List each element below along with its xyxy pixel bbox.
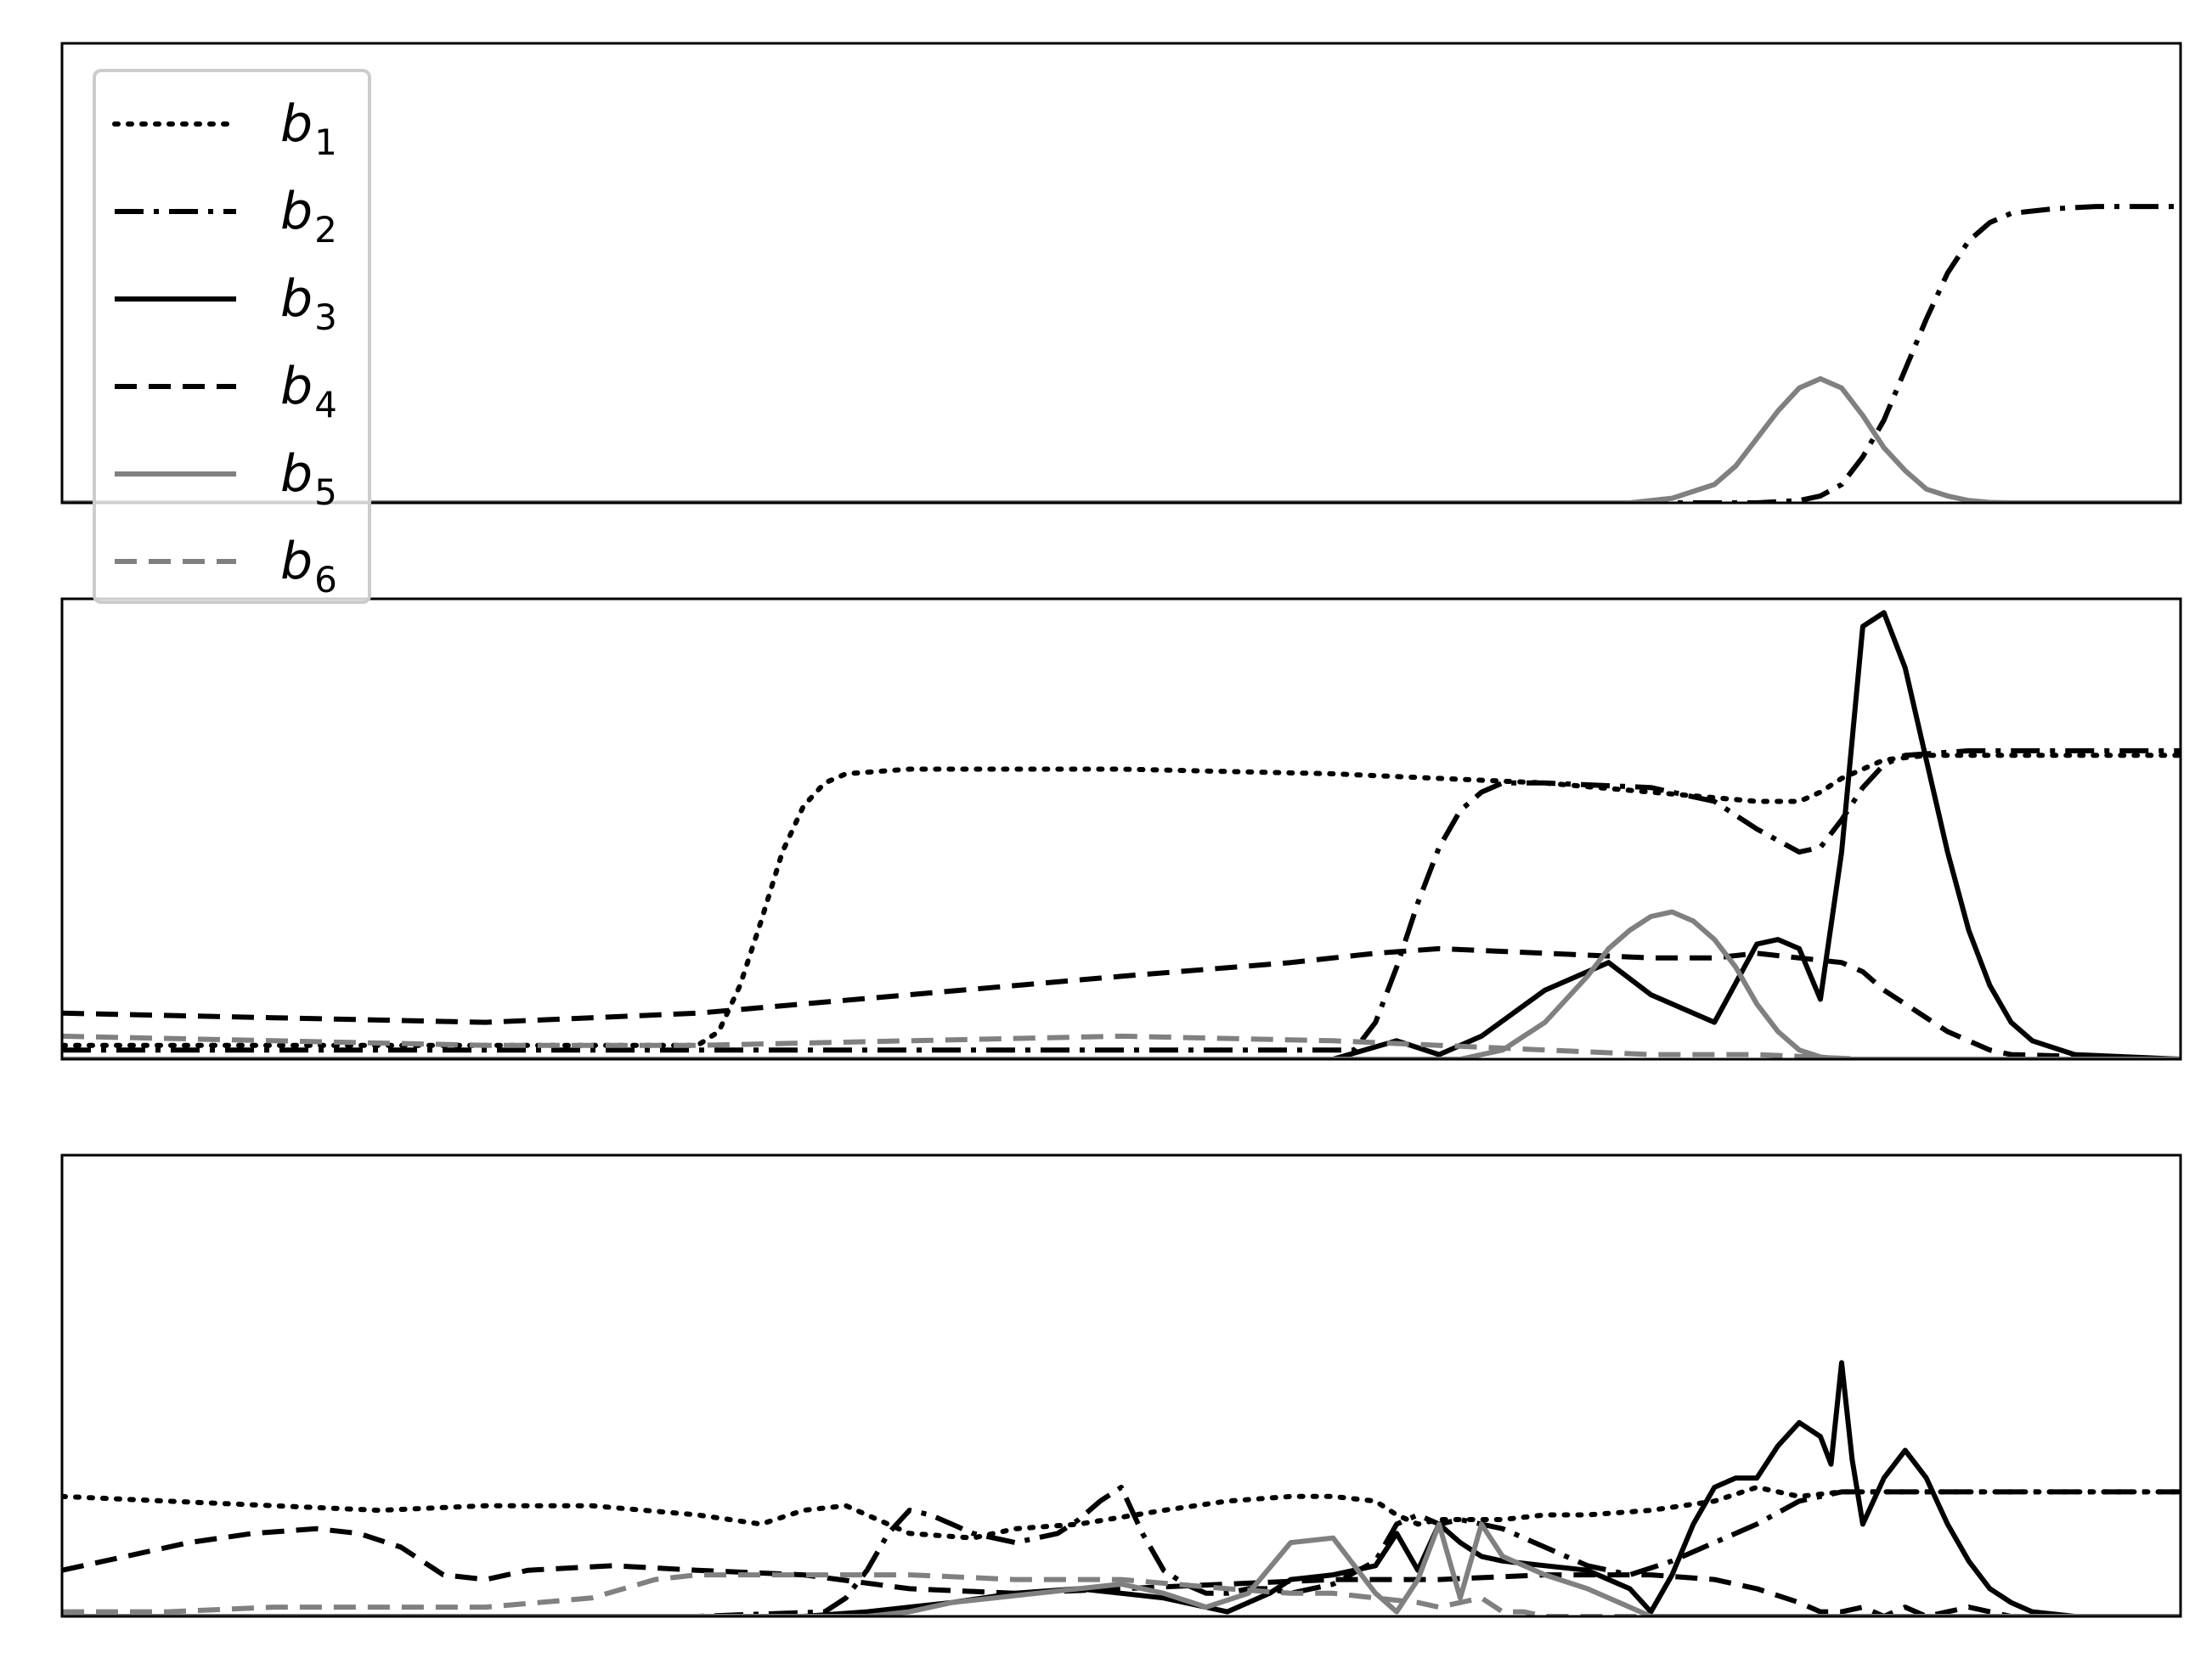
- series-b5-line: [62, 375, 2181, 503]
- series-b5-line: [62, 909, 2181, 1059]
- panel-top-frame: [60, 42, 2182, 505]
- series-b1-line: [62, 753, 2181, 1048]
- series-b4-line: [62, 945, 2181, 1059]
- series-b5-line: [62, 1521, 2181, 1616]
- legend-box: [93, 69, 371, 604]
- legend-label-b1: b1: [280, 94, 337, 163]
- panel-middle: [60, 597, 2182, 1061]
- series-b2-line: [62, 204, 2181, 503]
- series-b2-line: [62, 1485, 2181, 1616]
- series-b4-line: [62, 1526, 2181, 1616]
- panel-bottom-frame: [60, 1153, 2182, 1618]
- legend-item-b2: b2: [115, 182, 337, 251]
- legend-item-b5: b5: [115, 444, 337, 513]
- legend-label-b3: b3: [280, 269, 337, 338]
- series-b6-line: [62, 1033, 2181, 1059]
- series-b3-line: [62, 1360, 2181, 1616]
- legend-label-b5: b5: [280, 444, 337, 513]
- panel-middle-frame: [60, 597, 2182, 1061]
- legend-item-b3: b3: [115, 269, 337, 338]
- legend-label-b2: b2: [280, 182, 337, 251]
- legend-item-b6: b6: [115, 532, 337, 601]
- series-b3-line: [62, 610, 2181, 1059]
- series-b6-line: [62, 1572, 2181, 1616]
- legend-item-b1: b1: [112, 94, 337, 163]
- legend-item-b4: b4: [115, 357, 337, 426]
- series-b1-line: [62, 1485, 2181, 1541]
- series-b2-line: [62, 747, 2181, 1053]
- legend: b1 b2 b3 b4 b5 b6: [93, 69, 371, 604]
- panel-top: [60, 42, 2182, 505]
- panel-bottom: [60, 1153, 2182, 1618]
- legend-label-b6: b6: [280, 532, 337, 601]
- legend-label-b4: b4: [280, 357, 337, 426]
